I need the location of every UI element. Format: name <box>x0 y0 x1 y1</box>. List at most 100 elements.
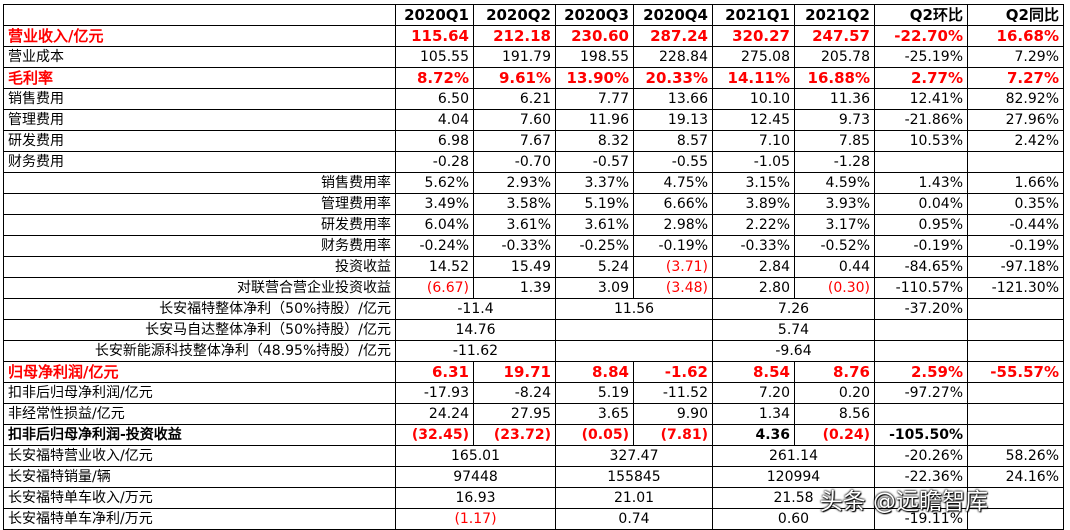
table-cell: -97.27% <box>874 382 968 404</box>
table-cell: 1.43% <box>874 172 968 194</box>
table-cell: -0.25% <box>555 235 634 257</box>
table-cell: 7.20 <box>712 382 795 404</box>
table-cell: 205.78 <box>794 46 875 68</box>
table-cell: 10.10 <box>712 88 795 110</box>
row-label: 财务费用 <box>3 151 396 173</box>
merged-cell: 16.93 <box>395 487 556 509</box>
row-label: 营业收入/亿元 <box>3 25 396 47</box>
table-cell: 275.08 <box>712 46 795 68</box>
table-row: 长安新能源科技整体净利（48.95%持股）/亿元 -11.62 -9.64 <box>3 340 1064 362</box>
table-cell: 1.39 <box>473 277 556 299</box>
header-2020q3: 2020Q3 <box>555 4 634 26</box>
table-row: 管理费用率 3.49% 3.58% 5.19% 6.66% 3.89% 3.93% 0.04%… <box>3 193 1064 215</box>
table-cell: 20.33% <box>633 67 713 89</box>
table-cell: 3.61% <box>555 214 634 236</box>
table-cell: -0.33% <box>712 235 795 257</box>
table-cell: 3.37% <box>555 172 634 194</box>
row-label: 投资收益 <box>3 256 396 278</box>
row-label: 长安福特单车收入/万元 <box>3 487 396 509</box>
table-cell: -55.57% <box>967 361 1064 383</box>
header-2020q2: 2020Q2 <box>473 4 556 26</box>
table-cell: 12.41% <box>874 88 968 110</box>
table-cell: 228.84 <box>633 46 713 68</box>
row-label: 长安新能源科技整体净利（48.95%持股）/亿元 <box>3 340 396 362</box>
table-cell: (0.24) <box>794 424 875 446</box>
table-cell: 0.20 <box>794 382 875 404</box>
table-cell: 198.55 <box>555 46 634 68</box>
merged-cell <box>555 319 713 341</box>
table-cell: -0.55 <box>633 151 713 173</box>
table-cell: 287.24 <box>633 25 713 47</box>
table-cell: 105.55 <box>395 46 474 68</box>
table-cell: -0.19% <box>633 235 713 257</box>
table-cell: 5.19% <box>555 193 634 215</box>
row-label: 销售费用率 <box>3 172 396 194</box>
table-row: 扣非后归母净利润-投资收益 (32.45) (23.72) (0.05) (7.81) 4… <box>3 424 1064 446</box>
table-cell: 16.68% <box>967 25 1064 47</box>
table-cell: 9.90 <box>633 403 713 425</box>
table-cell: -11.52 <box>633 382 713 404</box>
table-cell <box>967 151 1064 173</box>
table-cell <box>874 151 968 173</box>
table-row: 销售费用率 5.62% 2.93% 3.37% 4.75% 3.15% 4.59% 1.43%… <box>3 172 1064 194</box>
table-cell: 7.10 <box>712 130 795 152</box>
table-row: 投资收益 14.52 15.49 5.24 (3.71) 2.84 0.44 -84.65% -… <box>3 256 1064 278</box>
table-row: 财务费用 -0.28 -0.70 -0.57 -0.55 -1.05 -1.28 <box>3 151 1064 173</box>
table-cell: 212.18 <box>473 25 556 47</box>
table-cell: -105.50% <box>874 424 968 446</box>
table-cell: -0.52% <box>794 235 875 257</box>
table-cell: -0.57 <box>555 151 634 173</box>
table-cell: -8.24 <box>473 382 556 404</box>
table-cell: -1.28 <box>794 151 875 173</box>
table-cell: 8.84 <box>555 361 634 383</box>
table-cell: -0.33% <box>473 235 556 257</box>
table-cell: (32.45) <box>395 424 474 446</box>
table-cell: 320.27 <box>712 25 795 47</box>
table-cell: 3.49% <box>395 193 474 215</box>
table-cell: 3.17% <box>794 214 875 236</box>
table-cell: 3.15% <box>712 172 795 194</box>
table-cell: 2.22% <box>712 214 795 236</box>
table-cell: 24.24 <box>395 403 474 425</box>
table-cell <box>967 403 1064 425</box>
row-label: 扣非后归母净利润/亿元 <box>3 382 396 404</box>
table-cell: 230.60 <box>555 25 634 47</box>
table-row: 营业成本 105.55 191.79 198.55 228.84 275.08 205.78… <box>3 46 1064 68</box>
table-cell: 11.36 <box>794 88 875 110</box>
table-cell: (7.81) <box>633 424 713 446</box>
table-cell: -21.86% <box>874 109 968 131</box>
table-row: 营业收入/亿元 115.64 212.18 230.60 287.24 320.27 247… <box>3 25 1064 47</box>
table-cell: -1.62 <box>633 361 713 383</box>
table-cell: 247.57 <box>794 25 875 47</box>
table-cell <box>967 340 1064 362</box>
table-row: 对联营合营企业投资收益 (6.67) 1.39 3.09 (3.48) 2.80 (0.30… <box>3 277 1064 299</box>
table-cell: (0.30) <box>794 277 875 299</box>
row-label: 销售费用 <box>3 88 396 110</box>
header-2021q1: 2021Q1 <box>712 4 795 26</box>
table-cell: 6.66% <box>633 193 713 215</box>
table-row: 长安福特销量/辆 97448 155845 120994 -22.36% 24.16% <box>3 466 1064 488</box>
table-row: 研发费用率 6.04% 3.61% 3.61% 2.98% 2.22% 3.17% 0.95%… <box>3 214 1064 236</box>
table-cell: 2.77% <box>874 67 968 89</box>
merged-cell: 97448 <box>395 466 556 488</box>
table-cell: 6.31 <box>395 361 474 383</box>
header-q2-yoy: Q2同比 <box>967 4 1064 26</box>
merged-cell: 165.01 <box>395 445 556 467</box>
table-cell <box>874 340 968 362</box>
table-cell: -0.19% <box>874 235 968 257</box>
table-cell: 3.09 <box>555 277 634 299</box>
row-label: 研发费用 <box>3 130 396 152</box>
table-cell: 6.50 <box>395 88 474 110</box>
table-cell: 4.75% <box>633 172 713 194</box>
table-cell: 2.93% <box>473 172 556 194</box>
table-cell: 13.66 <box>633 88 713 110</box>
merged-cell: 327.47 <box>555 445 713 467</box>
table-cell <box>874 319 968 341</box>
row-label: 长安福特整体净利（50%持股）/亿元 <box>3 298 396 320</box>
table-cell <box>967 319 1064 341</box>
table-cell: 82.92% <box>967 88 1064 110</box>
header-2020q1: 2020Q1 <box>395 4 474 26</box>
table-cell: 10.53% <box>874 130 968 152</box>
row-label: 财务费用率 <box>3 235 396 257</box>
table-cell: (0.05) <box>555 424 634 446</box>
